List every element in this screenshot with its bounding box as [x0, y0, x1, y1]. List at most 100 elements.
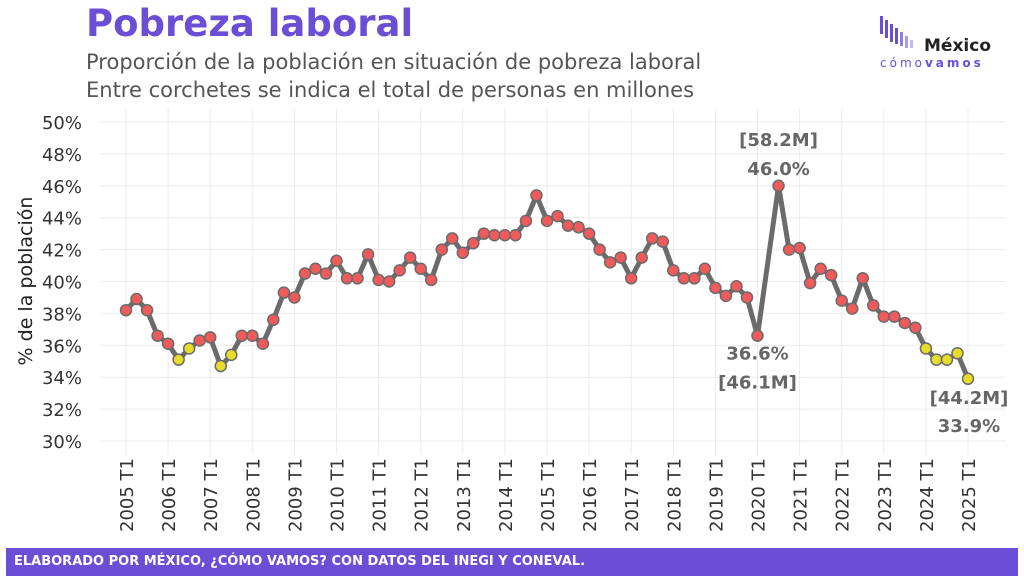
data-point [351, 272, 364, 285]
data-point [582, 227, 596, 240]
x-tick-label: 2023 T1 [875, 458, 896, 532]
data-point [340, 272, 354, 285]
data-point [140, 303, 154, 317]
data-point [824, 268, 838, 282]
x-tick-label: 2011 T1 [370, 458, 391, 532]
data-point [951, 347, 964, 360]
x-tick-label: 2019 T1 [706, 458, 727, 532]
data-point [446, 232, 459, 245]
data-point [435, 243, 448, 256]
logo-bars-icon [880, 16, 913, 48]
annotation-value: 46.0% [747, 159, 809, 180]
data-point [414, 262, 427, 275]
data-point [309, 262, 322, 275]
x-tick-label: 2005 T1 [117, 458, 138, 532]
data-point [393, 264, 406, 277]
data-point [424, 273, 438, 287]
x-tick-label: 2015 T1 [538, 458, 559, 532]
data-point [845, 302, 859, 315]
data-point [225, 348, 238, 362]
data-point [498, 228, 512, 242]
y-tick-label: 30% [42, 432, 82, 453]
data-point [467, 236, 480, 250]
data-point [593, 243, 606, 256]
chart-subtitle: Proporción de la población en situación … [86, 50, 702, 74]
data-point [403, 251, 417, 264]
logo-text-como: cómo [880, 56, 925, 70]
data-point [803, 276, 817, 290]
data-point [119, 303, 133, 317]
data-point [709, 281, 722, 295]
line-chart: 30% 32% 34% 36% 38% 40% 42% 44% 46% 48% 50% 2005 T… [15, 108, 1009, 532]
y-tick-label: 46% [42, 177, 82, 198]
data-point [182, 342, 196, 355]
y-axis-label: % de la población [15, 197, 37, 366]
data-point [256, 337, 270, 350]
data-point [509, 228, 522, 242]
annotation-people: [44.2M] [930, 388, 1009, 409]
data-point [898, 316, 912, 330]
data-point [488, 228, 501, 242]
data-point [203, 331, 217, 344]
data-point [856, 272, 869, 285]
data-point [288, 291, 301, 304]
y-tick-label: 48% [42, 145, 82, 166]
x-tick-label: 2008 T1 [243, 458, 264, 532]
y-tick-label: 40% [42, 273, 82, 294]
data-point [603, 256, 617, 269]
logo-text: México [924, 36, 991, 56]
data-point [561, 219, 575, 232]
data-point [919, 342, 933, 355]
x-tick-label: 2006 T1 [159, 458, 180, 532]
y-tick-label: 34% [42, 368, 82, 389]
data-point [551, 209, 564, 223]
y-tick-label: 36% [42, 336, 82, 357]
data-point [940, 353, 954, 366]
data-point [772, 179, 785, 193]
x-tick-label: 2020 T1 [749, 458, 770, 532]
data-point [635, 251, 648, 264]
y-tick-label: 50% [42, 113, 82, 134]
footer-source: ELABORADO POR MÉXICO, ¿CÓMO VAMOS? CON D… [6, 548, 1018, 576]
data-point [667, 264, 680, 277]
chart-title: Pobreza laboral [86, 2, 414, 45]
data-point [793, 241, 806, 255]
data-point [677, 272, 691, 285]
y-tick-label: 32% [42, 400, 82, 421]
data-point [814, 262, 827, 275]
x-tick-label: 2016 T1 [580, 458, 601, 532]
data-point [930, 353, 943, 366]
data-point [277, 286, 291, 299]
data-point [909, 321, 922, 335]
x-tick-label: 2013 T1 [454, 458, 475, 532]
data-point [572, 221, 585, 234]
y-tick-label: 38% [42, 304, 82, 325]
x-tick-label: 2024 T1 [917, 458, 938, 532]
data-point [319, 267, 333, 280]
data-point [330, 254, 343, 268]
data-point [477, 227, 491, 240]
data-point [298, 267, 312, 280]
x-tick-label: 2007 T1 [201, 458, 222, 532]
data-point [530, 189, 543, 202]
data-point [214, 359, 227, 373]
annotation-value: 36.6% [726, 344, 788, 365]
data-point [382, 275, 396, 288]
chart-note: Entre corchetes se indica el total de pe… [86, 78, 695, 102]
data-point [624, 272, 638, 285]
x-tick-label: 2014 T1 [496, 458, 517, 532]
y-tick-label: 42% [42, 241, 82, 262]
x-tick-label: 2022 T1 [833, 458, 854, 532]
data-point [656, 235, 670, 248]
data-point [193, 334, 206, 347]
data-point [372, 273, 385, 287]
annotation-people: [58.2M] [739, 130, 818, 151]
data-point [361, 248, 375, 261]
data-point [151, 329, 164, 342]
data-point [267, 313, 280, 327]
data-point [782, 243, 796, 256]
x-tick-label: 2009 T1 [285, 458, 306, 532]
data-point [646, 232, 659, 245]
data-point [172, 353, 185, 366]
data-point [888, 310, 901, 323]
